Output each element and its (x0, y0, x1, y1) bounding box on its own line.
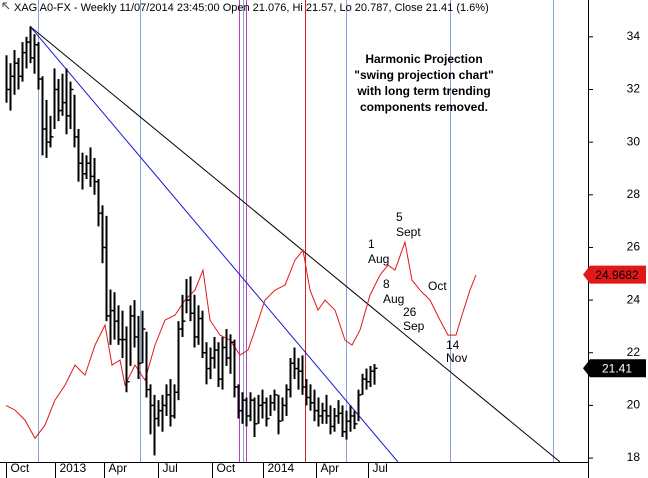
annotation: Sep (403, 319, 425, 333)
annotation: Sept (396, 225, 421, 239)
trend-line (29, 25, 561, 463)
last-value-label: 24.9682 (595, 268, 639, 282)
y-tick-label: 24 (627, 292, 641, 306)
note-text: "swing projection chart" (354, 68, 493, 82)
y-tick-label: 18 (627, 450, 641, 464)
y-tick-label: 26 (627, 240, 641, 254)
x-tick-label: Apr (109, 461, 128, 475)
note-text: components removed. (360, 100, 488, 114)
annotation: Aug (368, 252, 389, 266)
y-tick-label: 30 (627, 134, 641, 148)
annotation: 8 (383, 277, 390, 291)
projection-line (5, 240, 477, 440)
x-tick-label: Jul (163, 461, 178, 475)
annotation: 1 (368, 237, 375, 251)
x-tick-label: Jul (373, 461, 388, 475)
note-text: Harmonic Projection (365, 52, 482, 66)
y-tick-label: 20 (627, 398, 641, 412)
x-tick-label: Apr (321, 461, 340, 475)
annotation: 14 (446, 338, 460, 352)
y-tick-label: 22 (627, 345, 641, 359)
annotation: Aug (383, 292, 404, 306)
x-tick-label: 2014 (268, 461, 295, 475)
y-tick-label: 28 (627, 187, 641, 201)
note-text: with long term trending (356, 84, 490, 98)
plot-area (5, 0, 561, 463)
annotation: Oct (428, 279, 447, 293)
chart-title: XAG A0-FX - Weekly 11/07/2014 23:45:00 O… (14, 2, 489, 14)
last-value-box (583, 265, 646, 284)
annotation: 26 (403, 305, 417, 319)
annotation: Nov (446, 351, 467, 365)
trend-line (29, 26, 399, 463)
last-value-box (583, 359, 646, 378)
annotation: 5 (396, 210, 403, 224)
y-tick-label: 34 (627, 29, 641, 43)
last-value-label: 21.41 (602, 361, 632, 375)
x-tick-label: Oct (217, 461, 236, 475)
x-tick-label: 2013 (60, 461, 87, 475)
x-tick-label: Oct (11, 461, 30, 475)
y-tick-label: 32 (627, 82, 641, 96)
header-icon (2, 2, 10, 10)
